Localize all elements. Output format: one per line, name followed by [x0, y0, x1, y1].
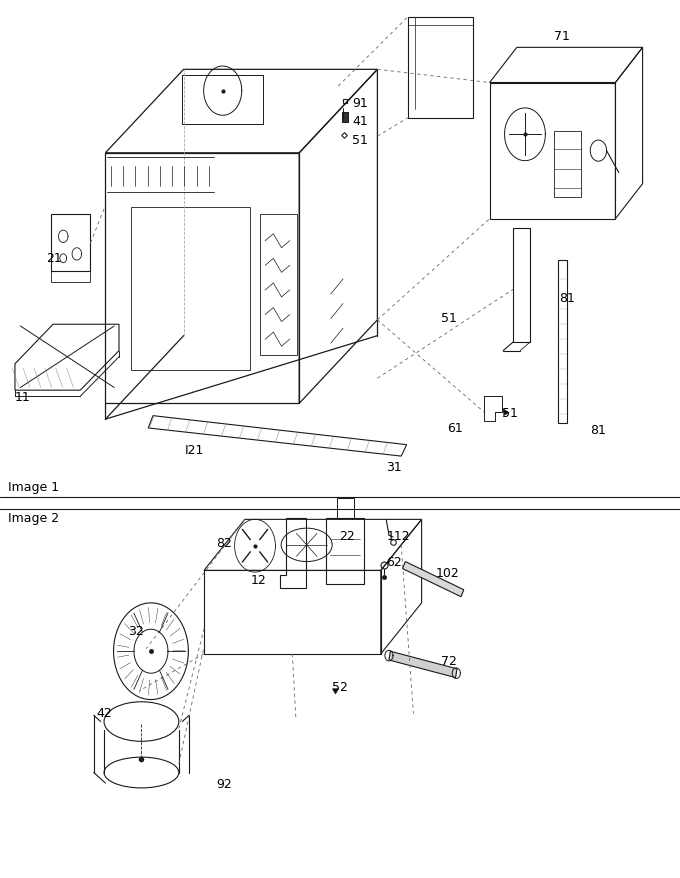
- Text: 11: 11: [15, 391, 31, 403]
- Text: 22: 22: [339, 529, 354, 542]
- Text: 42: 42: [97, 707, 112, 719]
- Text: 52: 52: [332, 680, 347, 693]
- Text: 12: 12: [250, 573, 266, 586]
- Text: 112: 112: [386, 529, 410, 542]
- Text: 21: 21: [46, 252, 62, 264]
- Text: 62: 62: [386, 556, 402, 568]
- Polygon shape: [342, 112, 348, 123]
- Text: 31: 31: [386, 461, 402, 473]
- Text: 81: 81: [590, 424, 606, 436]
- Text: 51: 51: [502, 407, 517, 419]
- Text: 91: 91: [352, 97, 368, 110]
- Text: 102: 102: [435, 566, 459, 579]
- Text: 81: 81: [559, 292, 575, 305]
- Text: Image 2: Image 2: [8, 511, 59, 524]
- Text: 51: 51: [352, 134, 368, 147]
- Polygon shape: [389, 651, 457, 678]
- Text: 51: 51: [441, 312, 456, 324]
- Text: 71: 71: [554, 31, 570, 43]
- Text: Image 1: Image 1: [8, 480, 59, 493]
- Polygon shape: [403, 562, 464, 597]
- Text: 72: 72: [441, 654, 456, 666]
- Text: 32: 32: [128, 624, 143, 637]
- Text: 61: 61: [447, 422, 463, 435]
- Text: I21: I21: [185, 444, 204, 457]
- Text: 82: 82: [216, 536, 232, 549]
- Text: 41: 41: [352, 115, 368, 127]
- Text: 92: 92: [216, 777, 232, 789]
